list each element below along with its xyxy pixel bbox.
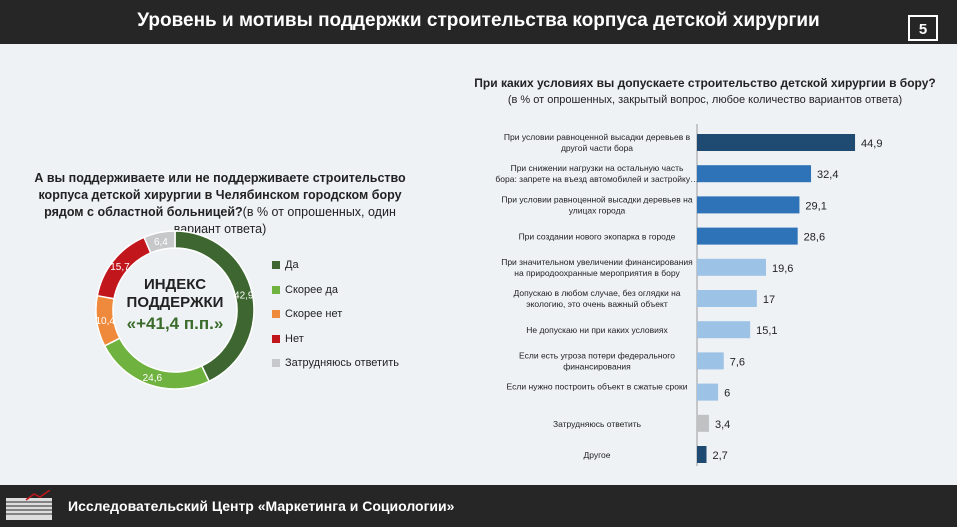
donut-question: А вы поддерживаете или не поддерживаете … [30,170,410,238]
bar-category-label: Другое [583,450,610,460]
legend-label: Нет [285,332,304,345]
slice-label: 24,6 [143,373,163,384]
donut-subtitle: (в % от опрошенных, один вариант ответа) [173,205,396,236]
legend-item: Нет [272,333,304,345]
bar [697,290,757,307]
bar-value: 44,9 [861,138,882,150]
bar-category-label: Если есть угроза потери федерального фина… [519,350,675,371]
footer: Исследовательский Центр «Маркетинга и Со… [0,485,957,527]
legend-swatch [272,310,280,319]
page-title: Уровень и мотивы поддержки строительства… [137,10,820,31]
bar [697,165,812,183]
bar-category-label: При снижении нагрузки на остальную часть… [495,163,698,184]
bar-value: 32,4 [817,169,838,181]
bar-value: 19,6 [772,263,793,275]
legend-label: Скорее да [285,283,338,296]
index-label-1: ИНДЕКС [143,276,207,293]
legend-item: Да [272,259,299,271]
legend-label: Скорее нет [285,308,343,320]
legend-item: Скорее нет [272,308,342,320]
bar-value: 15,1 [756,325,777,337]
slice-label: 10,4 [96,316,116,327]
bar [697,258,766,276]
bar-value: 28,6 [804,232,825,244]
mars-logo [6,490,52,520]
bar-title: При каких условиях вы допускаете строите… [474,76,936,90]
bar [697,414,709,432]
slice-label: 15,7 [110,262,130,273]
bar-category-label: При значительном увеличении финансирован… [501,257,693,278]
index-label-2: ПОДДЕРЖКИ [126,294,224,311]
donut-slice [143,230,176,254]
bar [697,196,800,214]
bar-value: 29,1 [805,200,826,212]
legend-swatch [272,285,280,294]
bar-question: При каких условиях вы допускаете строите… [470,76,940,106]
bar-category-label: При условии равноценной высадки деревьев… [504,132,691,153]
bar [697,321,751,339]
legend-swatch [272,261,280,270]
slice-label: 6,4 [154,237,168,248]
org-name: Исследовательский Центр «Маркетинга и Со… [68,498,455,514]
legend-label: Затрудняюсь ответить [285,357,400,369]
legend-swatch [272,334,280,343]
bar-value: 17 [763,294,775,306]
support-index: ИНДЕКС ПОДДЕРЖКИ «+41,4 п.п.» [110,276,240,333]
bar-value: 3,4 [715,419,730,431]
legend-item: Скорее да [272,284,338,296]
bar [697,134,856,151]
bar-category-label: При создании нового экопарка в городе [519,232,676,242]
bar [697,352,724,370]
legend-label: Да [285,259,299,271]
bar-value: 6 [724,388,730,400]
donut-title: А вы поддерживаете или не поддерживаете … [34,171,406,219]
slice-label: 42,9 [234,290,254,301]
bar-value: 2,7 [713,450,728,462]
header: Уровень и мотивы поддержки строительства… [0,0,957,44]
bar-subtitle: (в % от опрошенных, закрытый вопрос, люб… [507,94,903,106]
index-value: «+41,4 п.п.» [126,314,224,333]
bar-category-label: При условии равноценной высадки деревьев… [501,194,692,215]
legend-swatch [272,359,280,368]
bar-category-label: Если нужно построить объект в сжатые сро… [507,382,688,392]
bar-category-label: Допускаю в любом случае, без оглядки на э… [513,288,680,309]
bar-category-label: Не допускаю ни при каких условиях [526,325,668,335]
bar [697,227,798,245]
bar [697,383,719,401]
bar [697,446,707,463]
bar-category-label: Затрудняюсь ответить [553,419,642,429]
bar-value: 7,6 [730,356,745,368]
page-number: 5 [908,15,938,41]
legend-item: Затрудняюсь ответить [272,357,399,369]
